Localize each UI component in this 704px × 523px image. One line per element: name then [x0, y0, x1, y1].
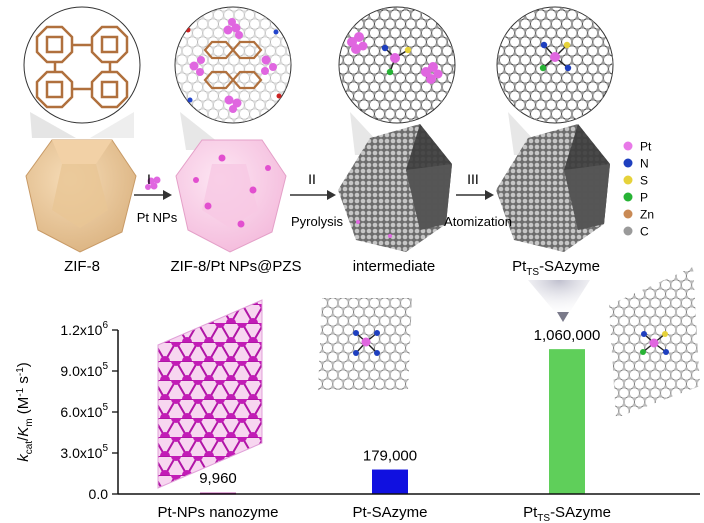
category-label-1: Pt-NPs nanozyme [158, 504, 279, 521]
legend-swatch-s [623, 175, 633, 185]
reagent-nanoparticle-icon [145, 176, 161, 190]
element-legend: Pt NSP Zn C [623, 140, 654, 239]
legend-label-s: S [640, 174, 648, 188]
step1-reagent-label: Pt NPs [137, 210, 178, 225]
y-tick-label: 6.0x105 [60, 402, 108, 420]
step3-arrow [456, 190, 494, 200]
legend-label-zn: Zn [640, 208, 654, 222]
y-tick-label: 9.0x105 [60, 361, 108, 379]
legend-swatch-pt [623, 141, 633, 151]
product-structure-zoom [496, 6, 614, 124]
legend-swatch-p [623, 192, 633, 202]
bar-2 [372, 469, 408, 494]
bars [200, 349, 585, 495]
value-labels: 9,960 179,000 1,060,000 [199, 327, 600, 487]
step1-arrow [134, 190, 172, 200]
y-tick-label: 1.2x106 [60, 320, 108, 338]
step1-numeral: I [147, 171, 151, 187]
legend-label-c: C [640, 225, 649, 239]
legend-swatch-n [623, 158, 633, 168]
pt-nanoparticle-lattice [157, 299, 263, 489]
spotlight-cone [528, 280, 590, 318]
legend-swatch-c [623, 226, 633, 236]
product-label: PtTS-SAzyme [512, 258, 600, 278]
zif8-particle [25, 139, 137, 253]
zif8-structure-zoom [23, 6, 141, 124]
pt-sazyme-sheet [318, 298, 412, 390]
category-label-3: PtTS-SAzyme [523, 504, 611, 523]
legend-label-p: P [640, 191, 648, 205]
intermediate-structure-zoom [338, 6, 456, 124]
step3-process-label: Atomization [444, 214, 512, 229]
legend-label-pt: Pt [640, 140, 652, 154]
category-label-2: Pt-SAzyme [352, 504, 427, 521]
value-label-2: 179,000 [363, 448, 417, 465]
zif8-label: ZIF-8 [64, 258, 100, 275]
y-axis-ticks: 0.0 3.0x105 6.0x105 9.0x105 1.2x106 [60, 320, 118, 502]
category-labels: Pt-NPs nanozyme Pt-SAzyme PtTS-SAzyme [158, 504, 611, 523]
pzs-structure-zoom [174, 6, 292, 124]
legend-swatch-zn [623, 209, 633, 219]
intermediate-particle [338, 124, 452, 252]
bar-chart: 0.0 3.0x105 6.0x105 9.0x105 1.2x106 9,960 179… [15, 320, 700, 523]
intermediate-label: intermediate [353, 258, 436, 275]
y-axis-title: kcat/Km (M-1 s-1) [15, 362, 35, 462]
legend-label-n: N [640, 157, 649, 171]
y-tick-label: 0.0 [89, 486, 109, 502]
spotlight-arrowhead [557, 312, 569, 322]
pt-ts-sazyme-sheet [609, 267, 700, 418]
step2-process-label: Pyrolysis [291, 214, 344, 229]
step3-numeral: III [467, 171, 479, 187]
y-tick-label: 3.0x105 [60, 443, 108, 461]
value-label-1: 9,960 [199, 470, 237, 487]
step2-numeral: II [308, 171, 316, 187]
zif8-pzs-label: ZIF-8/Pt NPs@PZS [170, 258, 301, 275]
product-particle [496, 124, 610, 252]
bar-3 [549, 349, 585, 494]
pzs-particle [175, 139, 287, 253]
value-label-3: 1,060,000 [534, 327, 601, 344]
step2-arrow [290, 190, 336, 200]
